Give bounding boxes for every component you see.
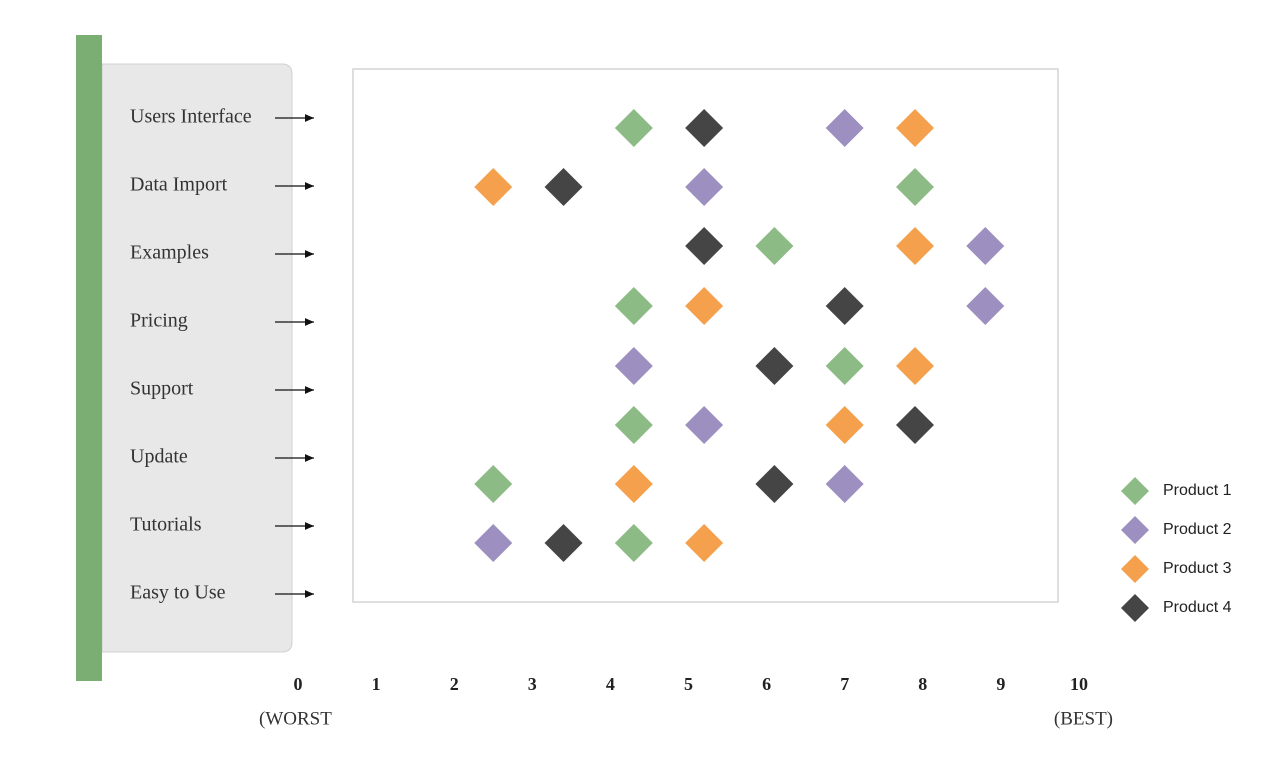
legend-label: Product 1 xyxy=(1163,482,1232,499)
marker xyxy=(614,287,653,325)
marker xyxy=(825,347,864,385)
category-label: Users Interface xyxy=(130,106,252,128)
x-tick-label: 5 xyxy=(684,674,693,694)
marker xyxy=(895,406,934,444)
marker xyxy=(614,406,653,444)
marker xyxy=(614,524,653,562)
x-tick-label: 8 xyxy=(918,674,927,694)
legend-label: Product 2 xyxy=(1163,521,1232,538)
marker xyxy=(474,524,513,562)
plot-box xyxy=(352,68,1059,603)
marker xyxy=(825,465,864,503)
x-tick-label: 4 xyxy=(606,674,615,694)
marker xyxy=(685,168,724,206)
marker xyxy=(825,406,864,444)
marker xyxy=(685,406,724,444)
category-label: Tutorials xyxy=(130,514,202,536)
legend-label: Product 3 xyxy=(1163,560,1232,577)
marker xyxy=(614,347,653,385)
legend-swatch xyxy=(1121,516,1149,544)
category-panel xyxy=(101,63,293,653)
marker xyxy=(825,287,864,325)
marker xyxy=(685,287,724,325)
axis-note: (WORST xyxy=(259,708,332,729)
category-label: Support xyxy=(130,378,194,400)
marker xyxy=(895,109,934,147)
x-tick-label: 9 xyxy=(996,674,1005,694)
marker xyxy=(685,524,724,562)
x-tick-label: 7 xyxy=(840,674,849,694)
marker xyxy=(474,465,513,503)
legend-swatch xyxy=(1121,477,1149,505)
marker xyxy=(895,227,934,265)
marker xyxy=(614,109,653,147)
x-tick-label: 3 xyxy=(528,674,537,694)
category-label: Easy to Use xyxy=(130,582,226,604)
legend-swatch xyxy=(1121,555,1149,583)
marker xyxy=(614,465,653,503)
marker xyxy=(966,287,1005,325)
marker xyxy=(544,168,583,206)
x-tick-label: 10 xyxy=(1070,674,1088,694)
marker xyxy=(895,347,934,385)
category-label: Examples xyxy=(130,242,209,264)
marker xyxy=(755,227,794,265)
marker xyxy=(685,109,724,147)
x-tick-label: 2 xyxy=(450,674,459,694)
category-label: Update xyxy=(130,446,188,468)
x-tick-label: 6 xyxy=(762,674,771,694)
marker xyxy=(474,168,513,206)
marker xyxy=(755,347,794,385)
marker xyxy=(685,227,724,265)
legend-swatch xyxy=(1121,594,1149,622)
marker xyxy=(755,465,794,503)
x-tick-label: 1 xyxy=(372,674,381,694)
marker xyxy=(544,524,583,562)
category-label: Data Import xyxy=(130,174,228,196)
marker xyxy=(895,168,934,206)
accent-bar xyxy=(76,35,102,681)
category-label: Pricing xyxy=(130,310,188,332)
legend-label: Product 4 xyxy=(1163,599,1232,616)
x-tick-label: 0 xyxy=(294,674,303,694)
axis-note: (BEST) xyxy=(1054,708,1113,729)
marker xyxy=(825,109,864,147)
marker xyxy=(966,227,1005,265)
